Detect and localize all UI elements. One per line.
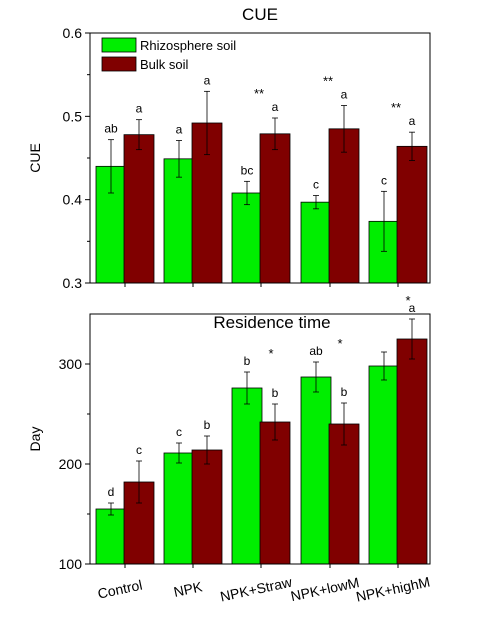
bar [328, 423, 360, 565]
significance-letter: c [176, 425, 182, 439]
y-tick-label: 0.3 [63, 275, 83, 291]
bar [396, 338, 428, 565]
significance-mark: * [268, 346, 273, 361]
legend-swatch [101, 37, 137, 53]
bar [191, 449, 223, 565]
significance-letter: b [244, 354, 251, 368]
significance-letter: b [341, 385, 348, 399]
significance-letter: a [176, 123, 183, 137]
significance-letter: a [136, 102, 143, 116]
significance-letter: c [381, 173, 387, 187]
bar [231, 387, 263, 565]
significance-letter: a [272, 100, 279, 114]
significance-mark: ** [323, 74, 333, 89]
x-tick-label: Control [96, 577, 143, 602]
bar [95, 508, 127, 565]
y-axis-label: CUE [27, 143, 43, 173]
y-tick-label: 0.5 [63, 108, 83, 124]
y-axis-label: Day [27, 427, 43, 452]
significance-letter: c [136, 443, 142, 457]
legend-swatch [101, 56, 137, 72]
bar [368, 365, 400, 565]
legend-label: Bulk soil [140, 57, 189, 72]
bar [259, 421, 291, 565]
bar [123, 134, 155, 284]
bar [259, 133, 291, 284]
x-tick-label: NPK+Straw [219, 574, 294, 605]
significance-letter: a [409, 301, 416, 315]
significance-mark: * [405, 293, 410, 308]
significance-letter: d [108, 485, 115, 499]
significance-letter: bc [241, 163, 254, 177]
bar [300, 376, 332, 565]
bar [300, 201, 332, 284]
significance-letter: a [204, 73, 211, 87]
bar [328, 128, 360, 284]
significance-letter: b [272, 386, 279, 400]
x-tick-label: NPK+highM [355, 573, 432, 604]
significance-mark: ** [391, 100, 401, 115]
significance-letter: a [341, 88, 348, 102]
significance-letter: ab [104, 122, 118, 136]
chart-title: Residence time [213, 313, 330, 332]
chart-title: CUE [242, 5, 278, 24]
legend-label: Rhizosphere soil [140, 38, 236, 53]
significance-letter: b [204, 418, 211, 432]
significance-letter: a [409, 114, 416, 128]
y-tick-label: 0.4 [63, 192, 83, 208]
significance-mark: ** [254, 86, 264, 101]
bar [231, 192, 263, 284]
plot-frame [89, 313, 431, 565]
y-tick-label: 0.6 [63, 25, 83, 41]
significance-letter: ab [309, 344, 323, 358]
panel-cue: ab a bc c c a a a a a ** ** ** 0.3 0.4 0.5 0.6 CUE CUE Rhiz… [27, 5, 431, 291]
y-tick-label: 300 [59, 356, 83, 372]
y-tick-label: 200 [59, 456, 83, 472]
y-tick-label: 100 [59, 556, 83, 572]
x-tick-label: NPK [172, 578, 204, 600]
significance-letter: c [313, 178, 319, 192]
bar [396, 145, 428, 284]
x-tick-label: NPK+lowM [289, 574, 360, 604]
bar [163, 452, 195, 565]
significance-mark: * [337, 336, 342, 351]
